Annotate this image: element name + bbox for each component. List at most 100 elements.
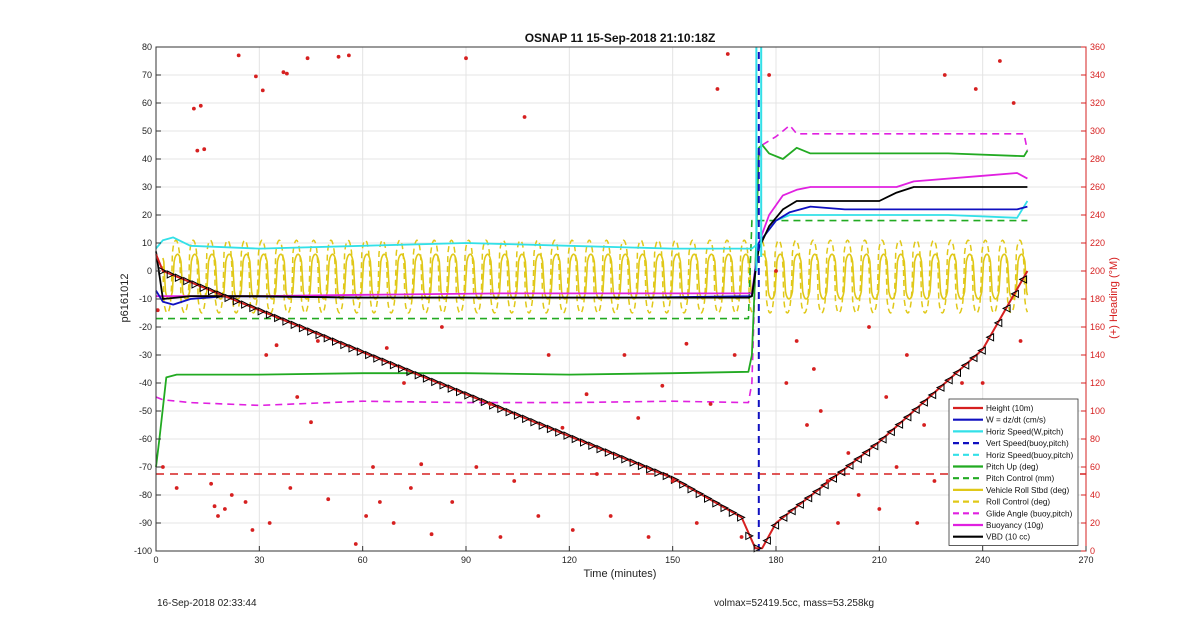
heading-point [636, 416, 641, 420]
heading-point [377, 500, 382, 504]
heading-point [846, 451, 851, 455]
height-marker [447, 384, 457, 393]
height-marker [621, 454, 630, 464]
height-marker [373, 354, 382, 363]
height-marker [1001, 304, 1011, 313]
heading-point [281, 70, 286, 75]
y2-axis-label: (+) Heading (°M) [1108, 257, 1120, 339]
legend-box [948, 398, 1079, 546]
height-marker [274, 313, 283, 323]
height-marker [307, 327, 316, 336]
heading-point [594, 472, 599, 476]
footer-volmax-mass: volmax=52419.5cc, mass=53.258kg [714, 598, 875, 609]
heading-point [546, 353, 551, 357]
heading-point [708, 402, 713, 406]
height-marker [911, 405, 920, 415]
y-tick-label: 10 [142, 238, 152, 248]
heading-point [305, 56, 310, 61]
heading-point [536, 514, 541, 518]
legend-entry: W = dz/dt (cm/s) [986, 416, 1046, 425]
heading-point [229, 493, 234, 497]
heading-point [408, 486, 413, 490]
heading-point [155, 308, 160, 313]
heading-point [284, 71, 289, 76]
x-tick-label: 180 [768, 555, 783, 565]
y2-tick-label: 180 [1090, 294, 1105, 304]
y2-tick-label: 120 [1090, 378, 1105, 388]
x-tick-label: 60 [358, 555, 368, 565]
heading-point [450, 500, 455, 504]
height-marker [869, 441, 879, 451]
height-marker [960, 361, 970, 370]
height-marker [803, 493, 813, 503]
height-marker [588, 441, 597, 451]
height-marker [1018, 275, 1028, 284]
y2-tick-label: 260 [1090, 182, 1105, 192]
heading-point [195, 148, 200, 153]
legend-entry: Vert Speed(buoy,pitch) [986, 439, 1069, 448]
heading-point [922, 423, 927, 427]
height-marker [464, 390, 473, 400]
legend-entry: Pitch Control (mm) [986, 474, 1055, 483]
heading-point [336, 54, 341, 59]
height-marker [720, 503, 730, 513]
height-marker [795, 500, 804, 509]
y2-tick-label: 300 [1090, 126, 1105, 136]
height-marker [505, 407, 515, 417]
x-tick-label: 90 [461, 555, 471, 565]
height-marker [993, 318, 1003, 328]
legend-entry: Buoyancy (10g) [986, 521, 1044, 530]
height-marker [662, 471, 672, 481]
heading-point [288, 486, 293, 490]
heading-point [973, 87, 978, 91]
heading-point [794, 339, 799, 343]
heading-point [1011, 101, 1016, 105]
y2-tick-label: 240 [1090, 210, 1105, 220]
height-marker [629, 458, 639, 467]
height-marker [348, 343, 358, 353]
y2-tick-label: 40 [1090, 490, 1100, 500]
height-marker [787, 506, 796, 516]
height-marker [224, 293, 234, 303]
y-tick-label: 70 [142, 70, 152, 80]
heading-point [694, 521, 699, 525]
heading-point [309, 420, 313, 425]
height-marker [389, 360, 399, 370]
height-marker [820, 480, 829, 490]
heading-point [811, 367, 816, 371]
heading-point [932, 479, 937, 483]
height-marker [877, 434, 887, 444]
height-marker [571, 434, 581, 444]
heading-point [419, 462, 424, 467]
y2-tick-label: 140 [1090, 350, 1105, 360]
heading-point [774, 269, 778, 273]
heading-point [767, 73, 772, 77]
y-tick-label: -10 [139, 294, 152, 304]
height-marker [166, 270, 176, 279]
y-tick-label: -30 [139, 350, 152, 360]
height-marker [563, 431, 573, 440]
heading-point [429, 532, 434, 537]
y2-tick-label: 80 [1090, 434, 1100, 444]
heading-point [622, 353, 627, 357]
height-marker [315, 330, 325, 340]
height-marker [704, 494, 713, 503]
y2-tick-label: 360 [1090, 42, 1105, 52]
height-marker [762, 536, 771, 545]
heading-point [353, 542, 358, 546]
y2-tick-label: 160 [1090, 322, 1105, 332]
legend-entry: Horiz Speed(buoy,pitch) [986, 451, 1073, 460]
heading-point [584, 392, 589, 397]
series-layer [155, 47, 1086, 553]
height-marker [191, 280, 201, 289]
vehicle-roll-line [761, 253, 1029, 300]
heading-point [243, 500, 248, 504]
glide-angle-line [155, 124, 1029, 407]
y-tick-label: 20 [142, 210, 152, 220]
height-marker [637, 461, 647, 471]
height-marker [580, 438, 589, 447]
height-marker [323, 333, 333, 343]
heading-point [894, 465, 899, 469]
y-tick-label: -50 [139, 406, 152, 416]
height-marker [604, 448, 614, 457]
